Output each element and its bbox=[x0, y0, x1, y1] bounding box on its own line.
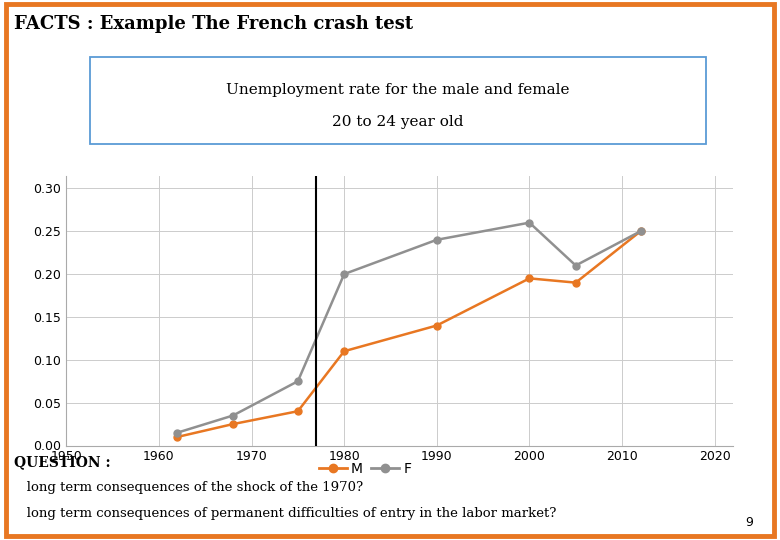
Text: long term consequences of the shock of the 1970?: long term consequences of the shock of t… bbox=[14, 481, 363, 494]
Text: QUESTION :: QUESTION : bbox=[14, 455, 111, 469]
Text: Unemployment rate for the male and female: Unemployment rate for the male and femal… bbox=[226, 83, 569, 97]
Legend: M, F: M, F bbox=[319, 462, 411, 476]
Text: long term consequences of permanent difficulties of entry in the labor market?: long term consequences of permanent diff… bbox=[14, 507, 556, 519]
FancyBboxPatch shape bbox=[90, 57, 706, 144]
Text: FACTS : Example The French crash test: FACTS : Example The French crash test bbox=[14, 15, 413, 33]
Text: 9: 9 bbox=[745, 516, 753, 529]
Text: 20 to 24 year old: 20 to 24 year old bbox=[332, 116, 463, 129]
